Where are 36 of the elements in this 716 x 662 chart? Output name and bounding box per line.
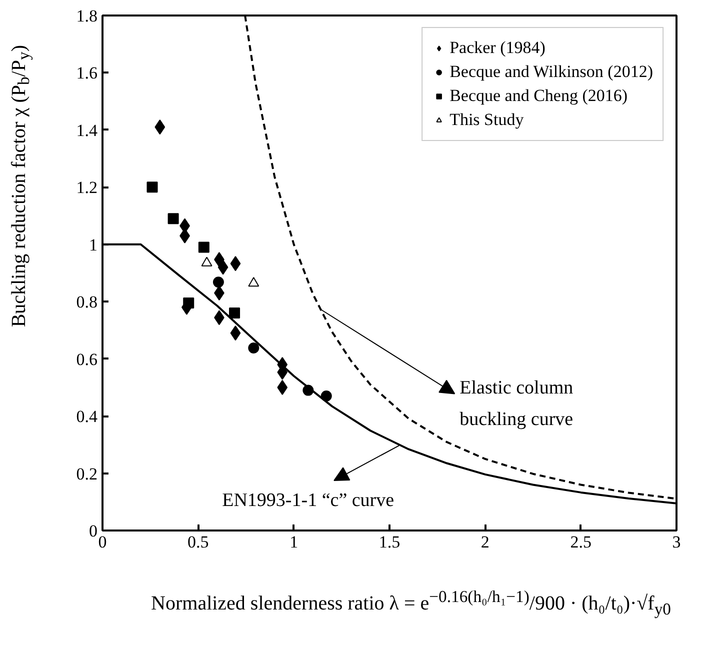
point (230, 256, 241, 272)
point (229, 308, 240, 319)
legend-label: Becque and Wilkinson (2012) (450, 62, 653, 82)
point (154, 120, 166, 135)
y-tick-label: 0.2 (76, 464, 98, 484)
point (248, 277, 260, 287)
point (198, 242, 210, 253)
annotation: Elastic column buckling curve (460, 378, 574, 430)
x-tick-label: 1 (290, 532, 298, 552)
y-tick-label: 0.8 (76, 292, 98, 312)
point (218, 260, 228, 275)
y-tick-label: 1.8 (76, 6, 98, 26)
y-tick-label: 1.2 (76, 178, 98, 198)
point (168, 213, 179, 224)
legend-label: Packer (1984) (450, 38, 546, 58)
legend-label: Becque and Cheng (2016) (450, 86, 628, 106)
annotation: EN1993-1-1 “c” curve (222, 490, 394, 512)
y-tick-label: 1.6 (76, 64, 98, 83)
x-tick-label: 2.5 (570, 532, 592, 552)
x-tick-label: 2 (480, 532, 490, 552)
y-tick-label: 0.4 (76, 407, 98, 426)
point (248, 342, 260, 354)
y-tick-label: 0.6 (76, 350, 98, 369)
x-tick-label: 3 (672, 532, 681, 552)
point (302, 384, 314, 396)
x-tick-label: 0.5 (188, 532, 209, 552)
point (212, 276, 224, 288)
point (277, 380, 288, 395)
x-tick-label: 1.5 (378, 532, 400, 552)
point (320, 390, 332, 402)
y-tick-label: 1 (89, 235, 98, 254)
x-axis-title: Normalized slenderness ratio λ = e$^{−0.16(h₀/h₁−1)}$/900 · (h₀/t₀)·√f$_{y0}$ (150, 586, 672, 621)
point (146, 182, 158, 193)
point (230, 326, 241, 341)
y-tick-label: 1.4 (76, 120, 98, 140)
legend-label: This Study (450, 110, 524, 130)
